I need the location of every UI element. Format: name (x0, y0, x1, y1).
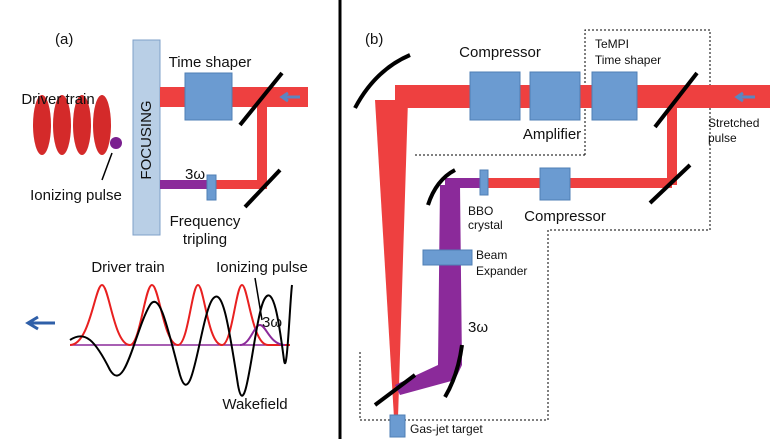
beam (257, 97, 267, 185)
beam (395, 185, 462, 395)
label: Driver train (91, 259, 164, 276)
panel-label: (b) (365, 31, 383, 48)
label: Frequency (170, 213, 241, 230)
label: Compressor (459, 44, 541, 61)
label: 3ω (185, 166, 205, 183)
label: Time shaper (595, 53, 661, 67)
beam (212, 180, 267, 189)
label: Beam (476, 248, 507, 262)
beam (375, 100, 408, 418)
gas-jet (390, 415, 405, 437)
label: Ionizing pulse (216, 259, 308, 276)
compressor (470, 72, 520, 120)
label: 3ω (262, 314, 282, 331)
bbo-crystal (480, 170, 488, 195)
label: Driver train (21, 91, 94, 108)
compressor (540, 168, 570, 200)
label: Time shaper (169, 54, 252, 71)
time-shaper (592, 72, 637, 120)
beam-expander (423, 250, 472, 265)
label: Compressor (524, 208, 606, 225)
tripling-crystal (207, 175, 216, 200)
pointer (255, 278, 262, 320)
label: Wakefield (222, 396, 287, 413)
label: Amplifier (523, 126, 581, 143)
label: 3ω (468, 319, 488, 336)
label: FOCUSING (138, 100, 155, 179)
label: Expander (476, 264, 527, 278)
panel-label: (a) (55, 31, 73, 48)
label: Gas-jet target (410, 422, 483, 436)
time-shaper (185, 73, 232, 120)
label: crystal (468, 218, 503, 232)
label: pulse (708, 131, 737, 145)
amplifier (530, 72, 580, 120)
diagram: (a) Driver train Ionizing pulse FOCUSING… (0, 0, 772, 439)
label: tripling (183, 231, 227, 248)
label: Stretched (708, 116, 759, 130)
label: TeMPI (595, 37, 629, 51)
label: BBO (468, 204, 493, 218)
beam (395, 85, 770, 108)
arrow (28, 317, 55, 329)
label: Ionizing pulse (30, 187, 122, 204)
beam (486, 178, 672, 188)
